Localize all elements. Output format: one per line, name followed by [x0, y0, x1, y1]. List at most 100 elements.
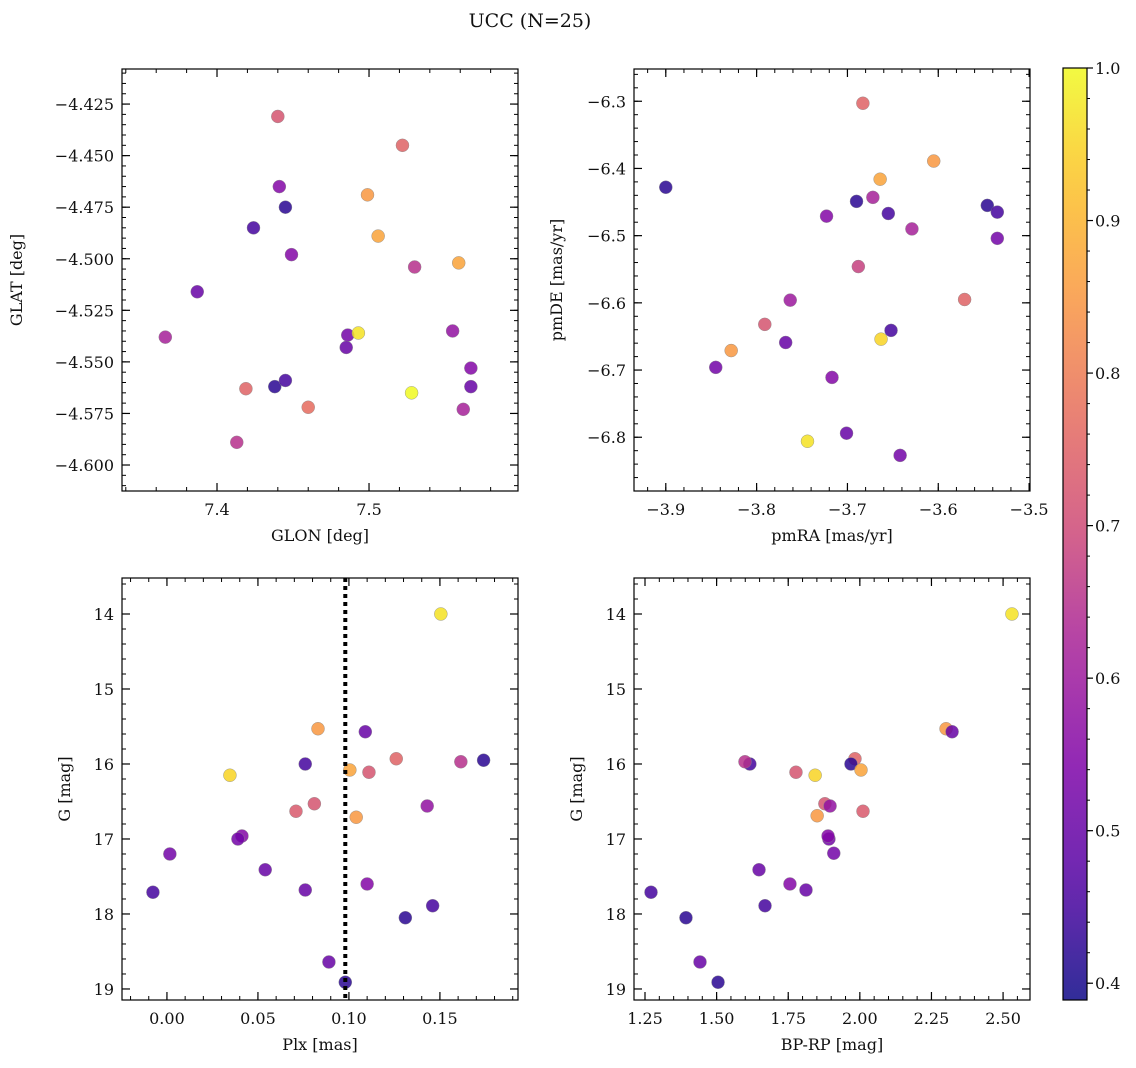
colorbar: 0.4 0.5 0.6 0.7 0.8 0.9 1.0	[1062, 59, 1120, 1001]
colorbar-tick-label: 1.0	[1095, 59, 1120, 78]
data-point	[404, 386, 419, 400]
data-point	[301, 400, 315, 414]
colorbar-tick-label: 0.5	[1095, 822, 1120, 841]
y-tick-label: −4.475	[55, 198, 114, 217]
data-point	[810, 809, 824, 823]
data-point	[980, 198, 995, 213]
data-point	[289, 804, 303, 818]
x-tick-label: 1.25	[627, 1009, 663, 1028]
data-point	[371, 229, 385, 243]
data-point	[866, 190, 880, 205]
y-tick-label: −6.3	[587, 92, 626, 111]
x-tick-label: 2.00	[842, 1009, 878, 1028]
data-point	[957, 292, 972, 307]
y-tick-label: 16	[606, 755, 626, 774]
data-point	[800, 434, 815, 448]
data-point	[990, 231, 1005, 246]
data-point	[223, 768, 237, 782]
y-tick-label: 14	[94, 605, 114, 624]
y-axis-label: pmDE [mas/yr]	[547, 219, 566, 342]
y-tick-label: 16	[94, 755, 114, 774]
axes-frame	[633, 68, 1031, 492]
x-tick-label: −3.6	[919, 500, 958, 519]
data-point	[808, 768, 822, 782]
data-point	[360, 877, 374, 891]
data-point	[679, 911, 693, 925]
y-tick-label: −6.6	[587, 294, 626, 313]
data-point	[844, 757, 858, 771]
data-point	[724, 343, 738, 358]
data-point	[823, 799, 837, 813]
data-point	[231, 832, 245, 846]
data-point	[778, 335, 793, 350]
panel-plx-g: 0.00 0.05 0.10 0.15 14 15 16 17 18 19 Plx [mas] G […	[55, 577, 519, 1054]
colorbar-tick-label: 0.7	[1095, 517, 1120, 536]
y-axis-label: G [mag]	[567, 756, 586, 821]
x-axis-label: pmRA [mas/yr]	[771, 526, 893, 545]
data-point	[146, 885, 160, 899]
x-tick-label: −3.7	[828, 500, 867, 519]
data-point	[711, 975, 725, 989]
data-point	[420, 799, 434, 813]
panel-pmra-pmde: −3.9 −3.8 −3.7 −3.6 −3.5 −6.3 −6.4 −6.5 −6.6 −6.7…	[547, 68, 1049, 545]
y-tick-label: −4.600	[55, 456, 114, 475]
data-point	[362, 765, 376, 779]
x-tick-label: 2.25	[914, 1009, 950, 1028]
y-tick-label: 15	[94, 680, 114, 699]
y-tick-label: −6.7	[587, 361, 626, 380]
data-point	[851, 259, 866, 274]
data-point	[246, 221, 261, 235]
figure-title: UCC (N=25)	[469, 10, 592, 32]
x-axis-label: BP-RP [mag]	[781, 1035, 883, 1054]
data-point	[445, 324, 460, 338]
x-tick-label: −3.8	[737, 500, 776, 519]
y-tick-label: 17	[94, 830, 114, 849]
data-point	[230, 435, 244, 450]
data-point	[395, 138, 410, 153]
data-point	[854, 763, 868, 777]
x-tick-label: 0.15	[422, 1009, 458, 1028]
data-point	[158, 330, 173, 344]
data-point	[298, 883, 312, 897]
data-point	[1005, 607, 1019, 621]
data-point	[783, 293, 797, 307]
data-point	[827, 846, 841, 860]
data-point	[927, 154, 941, 168]
x-tick-label: −3.5	[1010, 500, 1049, 519]
x-tick-label: 0.00	[149, 1009, 185, 1028]
colorbar-tick-label: 0.8	[1095, 364, 1120, 383]
data-point	[311, 722, 325, 736]
data-point	[789, 765, 803, 779]
y-tick-label: 17	[606, 830, 626, 849]
x-tick-label: 7.5	[356, 500, 381, 519]
data-point	[849, 194, 864, 209]
data-point	[990, 205, 1005, 219]
data-point	[783, 877, 797, 891]
data-point	[268, 379, 282, 394]
data-point	[758, 317, 772, 332]
data-point	[284, 247, 299, 262]
data-point	[163, 847, 177, 861]
data-point	[644, 885, 658, 899]
data-point	[758, 899, 772, 913]
data-point	[893, 448, 907, 463]
colorbar-bar	[1062, 67, 1088, 1001]
data-point	[398, 911, 413, 925]
data-point	[476, 753, 491, 767]
data-point	[856, 804, 870, 818]
data-point	[873, 172, 887, 186]
data-point	[278, 373, 293, 388]
data-point	[464, 379, 478, 394]
panel-glon-glat: 7.4 7.5 −4.425 −4.450 −4.475 −4.500 −4.525 −4.5…	[7, 68, 519, 545]
x-tick-label: −3.9	[646, 500, 685, 519]
data-point	[825, 370, 839, 385]
y-tick-label: 18	[606, 905, 626, 924]
axes-frame	[121, 577, 519, 1001]
panel-bprp-g: 1.25 1.50 1.75 2.00 2.25 2.50 14 15 16 17 18 19 BP-R…	[567, 577, 1031, 1054]
data-point	[659, 180, 673, 194]
y-tick-label: −4.450	[55, 147, 114, 166]
data-point	[271, 109, 285, 124]
data-point	[799, 883, 813, 897]
